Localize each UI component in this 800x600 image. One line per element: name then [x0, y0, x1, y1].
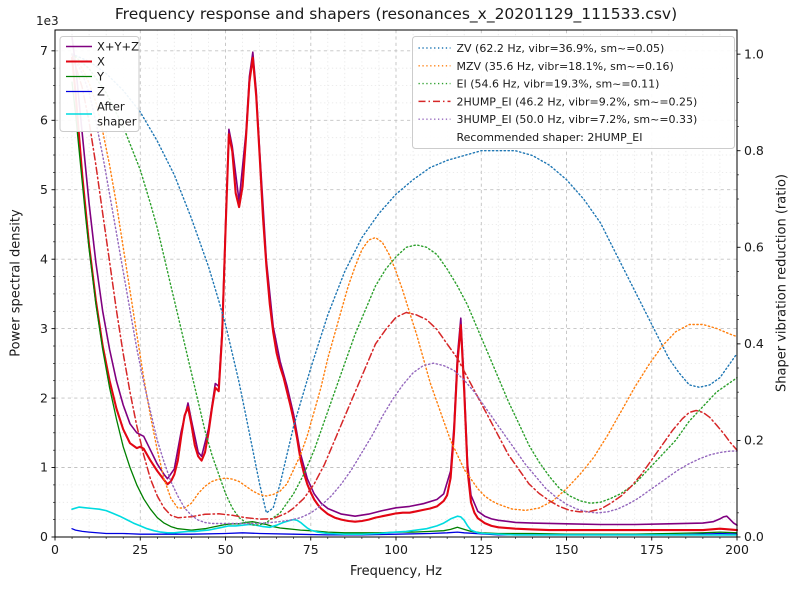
x-tick-label: 0: [51, 542, 59, 557]
y-tick-label: 4: [40, 251, 48, 266]
legend-label: shaper: [97, 115, 137, 129]
y-tick-label: 2: [40, 390, 48, 405]
legend-label: 2HUMP_EI (46.2 Hz, vibr=9.2%, sm~=0.25): [457, 95, 698, 108]
legend-label: 3HUMP_EI (50.0 Hz, vibr=7.2%, sm~=0.33): [457, 113, 698, 126]
left-axis-label: Power spectral density: [8, 209, 24, 357]
y-tick-label: 0: [40, 529, 48, 544]
legend-label: EI (54.6 Hz, vibr=19.3%, sm~=0.11): [457, 78, 660, 91]
x-tick-label: 150: [555, 542, 579, 557]
x-tick-label: 50: [218, 542, 234, 557]
legend-label: Y: [96, 70, 105, 84]
y-tick-label: 3: [40, 321, 48, 336]
y-tick-label: 7: [40, 43, 48, 58]
y-tick-label: 6: [40, 112, 48, 127]
legend-label: X: [97, 55, 105, 69]
legend-label: Z: [97, 85, 105, 99]
legend-label: ZV (62.2 Hz, vibr=36.9%, sm~=0.05): [457, 42, 665, 55]
x-tick-label: 25: [132, 542, 148, 557]
y2-tick-label: 0.2: [744, 433, 764, 448]
y2-tick-label: 0.4: [744, 336, 764, 351]
x-tick-label: 200: [725, 542, 749, 557]
legend-recommended-note: Recommended shaper: 2HUMP_EI: [457, 131, 643, 144]
x-tick-label: 175: [640, 542, 664, 557]
x-tick-label: 125: [469, 542, 493, 557]
x-tick-label: 75: [303, 542, 319, 557]
curve-2HUMP_EI: [71, 53, 738, 520]
legend-label: MZV (35.6 Hz, vibr=18.1%, sm~=0.16): [457, 60, 674, 73]
curve-EI: [71, 53, 738, 526]
axis-scale-offset-label: 1e3: [36, 14, 59, 28]
curve-sum: [71, 36, 738, 526]
curve-3HUMP_EI: [71, 53, 738, 525]
x-tick-label: 100: [384, 542, 408, 557]
y2-tick-label: 1.0: [744, 46, 764, 61]
curve-ZV: [71, 53, 738, 514]
y2-tick-label: 0.0: [744, 529, 764, 544]
legend-shapers-box: [412, 36, 735, 149]
legend-label: X+Y+Z: [97, 40, 139, 54]
y2-tick-label: 0.6: [744, 239, 764, 254]
y-tick-label: 1: [40, 460, 48, 475]
curve-MZV: [71, 53, 738, 512]
y-tick-label: 5: [40, 182, 48, 197]
right-axis-label: Shaper vibration reduction (ratio): [774, 174, 790, 392]
legend-label: After: [97, 100, 125, 114]
y2-tick-label: 0.8: [744, 143, 764, 158]
chart-title: Frequency response and shapers (resonanc…: [114, 5, 678, 23]
x-axis-label: Frequency, Hz: [349, 564, 443, 579]
curve-y: [71, 81, 738, 535]
legend-measurements-box: [59, 36, 140, 132]
